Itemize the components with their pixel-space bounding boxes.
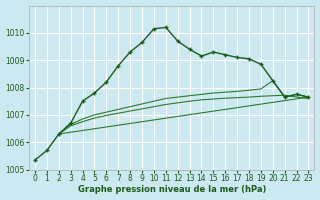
X-axis label: Graphe pression niveau de la mer (hPa): Graphe pression niveau de la mer (hPa)	[77, 185, 266, 194]
